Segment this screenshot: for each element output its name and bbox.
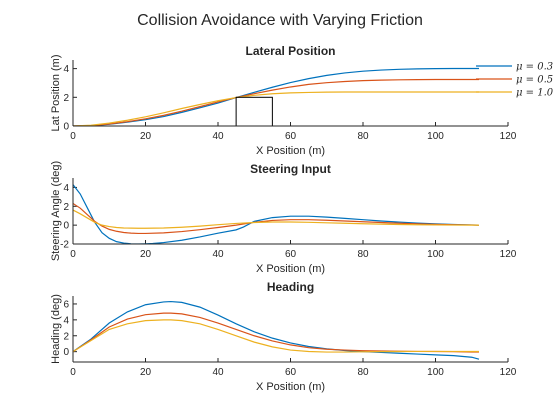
x-tick-label: 80 bbox=[357, 131, 369, 142]
figure-title: Collision Avoidance with Varying Frictio… bbox=[137, 12, 423, 29]
x-axis-label: X Position (m) bbox=[256, 263, 325, 275]
panel-1: Lateral Position 0 20 40 60 80 100 120 0 2 4 X Posi… bbox=[50, 44, 517, 157]
y-tick-label: 0 bbox=[63, 347, 69, 358]
series-line-3 bbox=[73, 91, 479, 126]
x-tick-label: 0 bbox=[70, 367, 76, 378]
series-line-3 bbox=[73, 209, 479, 229]
y-tick-label: -2 bbox=[60, 240, 69, 251]
series-line-2 bbox=[73, 78, 479, 126]
panel-title: Heading bbox=[267, 280, 314, 294]
series-line-1 bbox=[73, 184, 480, 244]
x-tick-label: 20 bbox=[140, 367, 152, 378]
x-tick-label: 0 bbox=[70, 131, 76, 142]
x-tick-label: 40 bbox=[212, 367, 224, 378]
x-tick-label: 40 bbox=[212, 249, 224, 260]
x-tick-label: 20 bbox=[140, 131, 152, 142]
series-group bbox=[73, 300, 480, 360]
y-tick-label: 2 bbox=[63, 331, 69, 342]
series-group bbox=[73, 184, 480, 244]
x-tick-label: 100 bbox=[427, 131, 444, 142]
y-tick-label: 0 bbox=[63, 221, 69, 232]
panel-title: Lateral Position bbox=[245, 44, 335, 58]
series-group bbox=[73, 67, 479, 126]
x-axis-label: X Position (m) bbox=[256, 145, 325, 157]
legend-entry-3: μ = 1.0 bbox=[516, 88, 554, 99]
series-line-1 bbox=[73, 300, 480, 360]
x-tick-label: 40 bbox=[212, 131, 224, 142]
x-tick-label: 80 bbox=[357, 249, 369, 260]
x-tick-label: 120 bbox=[500, 131, 517, 142]
y-axis-label: Heading (deg) bbox=[50, 294, 62, 364]
y-tick-label: 2 bbox=[63, 202, 69, 213]
x-tick-label: 100 bbox=[427, 367, 444, 378]
y-tick-label: 4 bbox=[63, 64, 69, 75]
x-tick-label: 100 bbox=[427, 249, 444, 260]
series-line-1 bbox=[73, 67, 479, 126]
x-tick-label: 60 bbox=[285, 249, 297, 260]
y-tick-label: 4 bbox=[63, 183, 69, 194]
y-axis-label: Steering Angle (deg) bbox=[50, 161, 62, 261]
x-tick-label: 120 bbox=[500, 249, 517, 260]
legend-entry-2: μ = 0.5 bbox=[516, 75, 553, 86]
y-tick-label: 6 bbox=[63, 299, 69, 310]
x-tick-label: 60 bbox=[285, 367, 297, 378]
y-axis-label: Lat Position (m) bbox=[50, 54, 62, 131]
x-tick-label: 80 bbox=[357, 367, 369, 378]
y-tick-label: 0 bbox=[63, 122, 69, 133]
series-line-2 bbox=[73, 202, 480, 235]
legend-entry-1: μ = 0.3 bbox=[516, 62, 553, 73]
x-tick-label: 0 bbox=[70, 249, 76, 260]
y-tick-label: 2 bbox=[63, 93, 69, 104]
x-tick-label: 20 bbox=[140, 249, 152, 260]
x-axis-label: X Position (m) bbox=[256, 381, 325, 393]
series-line-3 bbox=[73, 319, 479, 353]
panel-title: Steering Input bbox=[250, 162, 331, 176]
panel-3: Heading 0 20 40 60 80 100 120 0 2 4 6 X Position (m)… bbox=[50, 280, 517, 393]
x-tick-label: 120 bbox=[500, 367, 517, 378]
legend: μ = 0.3 μ = 0.5 μ = 1.0 bbox=[476, 62, 554, 99]
y-tick-label: 4 bbox=[63, 315, 69, 326]
x-tick-label: 60 bbox=[285, 131, 297, 142]
